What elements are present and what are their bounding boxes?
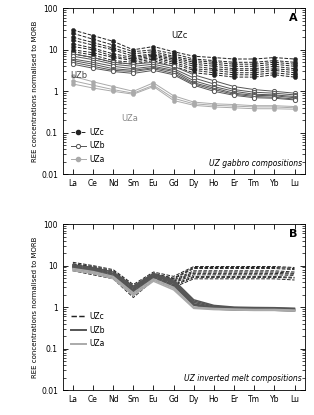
Y-axis label: REE concentrations normalised to MORB: REE concentrations normalised to MORB: [32, 237, 38, 378]
Text: UZ inverted melt compositions: UZ inverted melt compositions: [184, 374, 302, 383]
Text: B: B: [289, 229, 297, 239]
Text: UZb: UZb: [70, 71, 87, 80]
Text: UZ gabbro compositions: UZ gabbro compositions: [209, 159, 302, 168]
Y-axis label: REE concentrations normalised to MORB: REE concentrations normalised to MORB: [32, 21, 38, 162]
Legend: UZc, UZb, UZa: UZc, UZb, UZa: [69, 310, 107, 350]
Text: UZc: UZc: [171, 31, 188, 40]
Legend: UZc, UZb, UZa: UZc, UZb, UZa: [69, 126, 107, 166]
Text: UZa: UZa: [121, 114, 138, 123]
Text: A: A: [289, 13, 297, 23]
